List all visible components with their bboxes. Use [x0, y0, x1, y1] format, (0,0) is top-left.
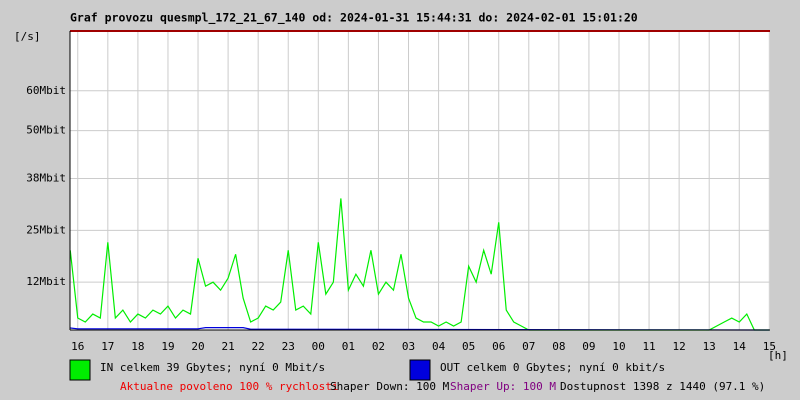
x-tick-label: 19 [161, 340, 174, 353]
x-tick-label: 15 [763, 340, 776, 353]
plot-area [70, 31, 770, 330]
x-tick-label: 08 [552, 340, 565, 353]
marks [69, 198, 770, 331]
x-tick-label: 23 [282, 340, 295, 353]
y-tick-label: 60Mbit [26, 84, 66, 97]
x-tick-label: 04 [432, 340, 446, 353]
y-axis-label: [/s] [14, 30, 41, 43]
x-tick-label: 02 [372, 340, 385, 353]
legend-label: OUT celkem 0 Gbytes; nyní 0 kbit/s [440, 361, 665, 374]
x-tick-label: 10 [612, 340, 625, 353]
x-tick-label: 14 [733, 340, 747, 353]
x-axis-label: [h] [768, 349, 788, 362]
x-tick-label: 20 [191, 340, 204, 353]
x-tick-label: 18 [131, 340, 144, 353]
x-tick-label: 21 [221, 340, 234, 353]
x-tick-label: 03 [402, 340, 415, 353]
legend-label: IN celkem 39 Gbytes; nyní 0 Mbit/s [100, 361, 325, 374]
x-tick-label: 16 [71, 340, 84, 353]
series-line [70, 327, 770, 331]
x-tick-label: 07 [522, 340, 535, 353]
x-tick-label: 17 [101, 340, 114, 353]
series-line [69, 198, 770, 331]
x-tick-label: 06 [492, 340, 505, 353]
x-tick-label: 12 [673, 340, 686, 353]
x-tick-label: 05 [462, 340, 475, 353]
footer-note: Aktualne povoleno 100 % rychlosti [120, 380, 339, 393]
y-tick-label: 50Mbit [26, 124, 66, 137]
footer-note: Shaper Down: 100 M [330, 380, 450, 393]
x-tick-label: 22 [252, 340, 265, 353]
x-tick-label: 13 [703, 340, 716, 353]
y-tick-label: 25Mbit [26, 223, 66, 236]
legend-swatch [409, 359, 431, 381]
chart-title: Graf provozu quesmpl_172_21_67_140 od: 2… [70, 11, 638, 26]
grid: 12Mbit 25Mbit 38Mbit 50Mbit 60Mbit 16 17 18 19 20… [26, 31, 776, 353]
x-tick-label: 01 [342, 340, 355, 353]
y-tick-label: 12Mbit [26, 275, 66, 288]
x-tick-label: 09 [582, 340, 595, 353]
footer-note: Shaper Up: 100 M [450, 380, 556, 393]
legend-swatch [69, 359, 91, 381]
x-tick-label: 11 [642, 340, 655, 353]
x-tick-label: 00 [312, 340, 325, 353]
y-tick-label: 38Mbit [26, 172, 66, 185]
footer-note: Dostupnost 1398 z 1440 (97.1 %) [560, 380, 765, 393]
